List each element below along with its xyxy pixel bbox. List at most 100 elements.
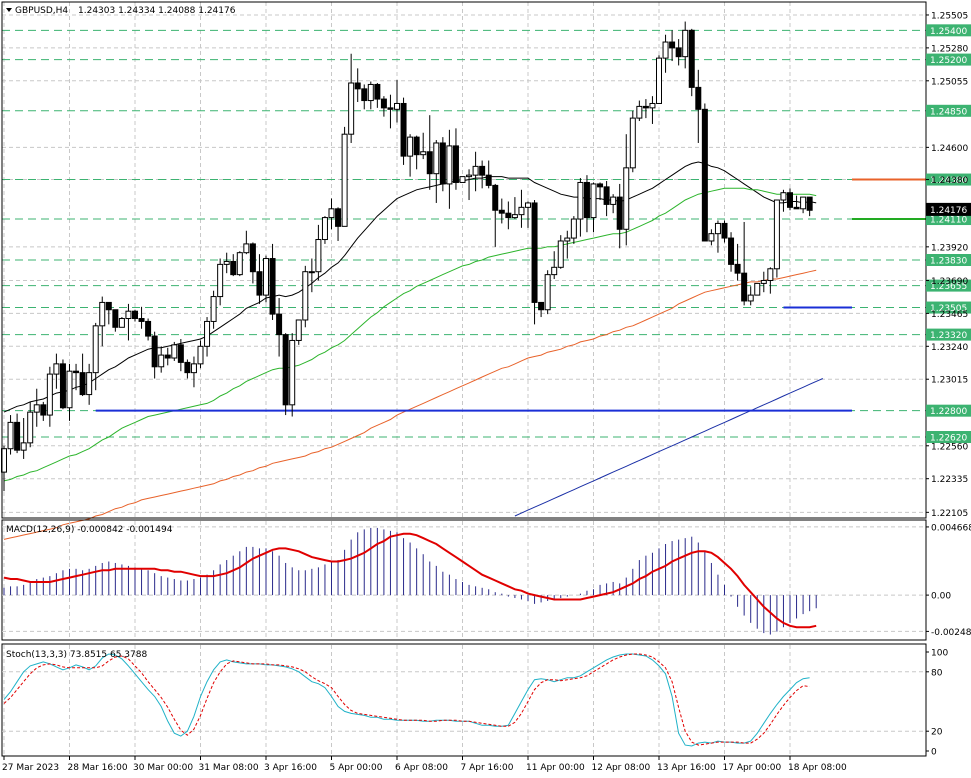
price-tick-label: 1.23240 bbox=[931, 343, 968, 353]
bear-candle bbox=[276, 313, 283, 336]
bull-candle bbox=[190, 363, 197, 374]
bear-candle bbox=[452, 145, 459, 183]
stoch-tick-label: 20 bbox=[931, 728, 943, 738]
bear-candle bbox=[151, 335, 158, 368]
bear-candle bbox=[112, 309, 119, 328]
bear-candle bbox=[145, 320, 152, 337]
bear-candle bbox=[531, 202, 538, 303]
macd-panel-frame bbox=[1, 519, 927, 641]
time-label: 13 Apr 16:00 bbox=[657, 763, 716, 773]
moving-average-lines bbox=[3, 161, 824, 540]
bear-candle bbox=[40, 404, 47, 416]
macd-panel[interactable]: 0.004668 0.00 -0.002485 MACD(12,26,9) -0.0… bbox=[1, 519, 971, 641]
price-tick-label: 1.25505 bbox=[931, 11, 968, 21]
bull-candle bbox=[367, 83, 374, 102]
level-tag bbox=[926, 254, 971, 266]
bull-candle bbox=[656, 57, 662, 104]
stoch-tick-label: 80 bbox=[931, 668, 943, 678]
bull-candle bbox=[610, 196, 617, 205]
bear-candle bbox=[132, 310, 138, 320]
macd-tick-label: 0.00 bbox=[931, 592, 951, 602]
current-price-tag-bg bbox=[926, 202, 971, 216]
bull-candle bbox=[46, 373, 53, 416]
current-price-tag: 1.24176 bbox=[926, 202, 971, 216]
bear-candle bbox=[479, 165, 486, 176]
moving-average-line bbox=[3, 187, 817, 482]
price-tick-label: 1.23920 bbox=[931, 243, 968, 253]
macd-tick-label: 0.004668 bbox=[931, 523, 971, 533]
bull-candle bbox=[577, 181, 584, 220]
bull-candle bbox=[321, 217, 328, 241]
level-tag bbox=[926, 173, 971, 186]
bull-candle bbox=[472, 165, 479, 176]
time-label: 12 Apr 08:00 bbox=[592, 763, 651, 773]
drawn-horizontal-lines[interactable] bbox=[95, 178, 971, 412]
level-label: 1.22800 bbox=[930, 407, 967, 417]
bear-candle bbox=[695, 86, 702, 110]
time-label: 6 Apr 08:00 bbox=[395, 763, 448, 773]
bull-candle bbox=[773, 199, 780, 270]
bull-candle bbox=[86, 372, 93, 396]
bull-candle bbox=[629, 117, 636, 169]
bear-candle bbox=[354, 82, 361, 90]
bear-candle bbox=[282, 334, 289, 406]
time-label: 27 Mar 2023 bbox=[2, 763, 59, 773]
bull-candle bbox=[754, 282, 761, 296]
bear-candle bbox=[492, 184, 499, 211]
level-label: 1.24110 bbox=[930, 216, 967, 226]
level-tag bbox=[926, 104, 971, 117]
bear-candle bbox=[249, 243, 256, 273]
level-label: 1.25200 bbox=[930, 56, 967, 66]
bull-candle bbox=[714, 222, 721, 235]
price-tick-label: 1.24380 bbox=[931, 176, 968, 186]
stoch-tick-label: 100 bbox=[931, 649, 948, 659]
bear-candle bbox=[701, 108, 708, 242]
price-tick-label: 1.22560 bbox=[931, 442, 968, 452]
bear-candle bbox=[806, 196, 813, 211]
price-tick-label: 1.24600 bbox=[931, 144, 968, 154]
level-tag bbox=[926, 213, 971, 226]
bull-candle bbox=[420, 151, 427, 156]
bull-candle bbox=[551, 266, 558, 276]
price-panel[interactable]: 1.25400 1.25200 1.24850 1.24380 1.24110 1.238… bbox=[1, 1, 971, 540]
time-label: 11 Apr 00:00 bbox=[526, 763, 585, 773]
bear-candle bbox=[485, 174, 492, 186]
symbol-header: GBPUSD,H4 1.24303 1.24334 1.24088 1.2417… bbox=[6, 6, 236, 16]
bear-candle bbox=[439, 142, 446, 185]
macd-grid bbox=[2, 521, 926, 639]
bull-candle bbox=[27, 411, 34, 444]
bull-candle bbox=[348, 82, 355, 135]
stoch-panel[interactable]: 100 80 20 0 Stoch(13,3,3) 73.8515 65.3788 bbox=[1, 643, 948, 758]
bear-candle bbox=[14, 421, 21, 451]
stoch-label: Stoch(13,3,3) 73.8515 65.3788 bbox=[6, 650, 147, 660]
level-label: 1.23830 bbox=[930, 257, 967, 267]
bull-candle bbox=[564, 237, 571, 242]
bear-candle bbox=[669, 41, 676, 49]
bull-candle bbox=[433, 142, 440, 175]
bear-candle bbox=[616, 196, 623, 230]
bull-candle bbox=[158, 354, 165, 368]
time-label: 18 Apr 08:00 bbox=[788, 763, 847, 773]
macd-axis: 0.004668 0.00 -0.002485 bbox=[926, 523, 971, 638]
bull-candle bbox=[302, 271, 309, 321]
bear-candle bbox=[184, 361, 191, 374]
level-tag bbox=[926, 53, 971, 66]
level-label: 1.23320 bbox=[930, 331, 967, 341]
bear-candle bbox=[361, 88, 368, 102]
ohlc-values: 1.24303 1.24334 1.24088 1.24176 bbox=[78, 6, 236, 16]
bear-candle bbox=[583, 181, 590, 219]
bull-candle bbox=[328, 208, 335, 219]
bull-candle bbox=[66, 370, 73, 409]
bull-candle bbox=[263, 258, 269, 296]
bull-candle bbox=[570, 218, 577, 239]
bear-candle bbox=[387, 107, 394, 110]
bear-candle bbox=[505, 212, 512, 219]
bear-candle bbox=[728, 237, 735, 265]
bull-candle bbox=[7, 421, 14, 450]
bull-candle bbox=[800, 196, 807, 210]
bull-candle bbox=[518, 206, 525, 216]
bull-candle bbox=[236, 252, 243, 276]
collapse-triangle-icon[interactable] bbox=[6, 8, 12, 12]
bear-candle bbox=[256, 271, 263, 296]
